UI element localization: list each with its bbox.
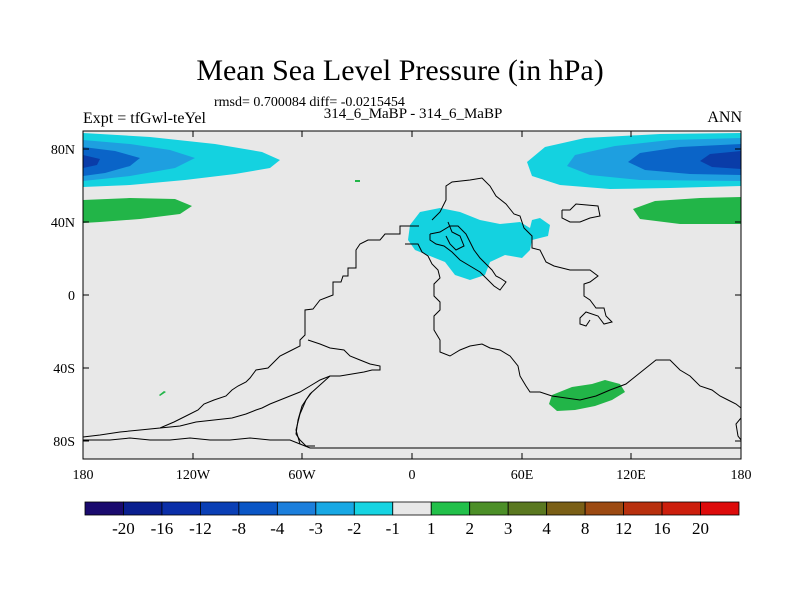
lon-tick-180e: 180 (731, 468, 752, 483)
colorbar-label: -3 (309, 519, 323, 538)
experiment-label: Expt = tfGwl-teYel (83, 110, 206, 127)
lat-tick-80s: 80S (53, 435, 75, 450)
colorbar-swatch (507, 501, 548, 516)
colorbar-label: -8 (232, 519, 246, 538)
colorbar-label: -16 (151, 519, 174, 538)
contour-darkblue-ne (700, 151, 741, 169)
lon-tick-120e: 120E (616, 468, 646, 483)
coastline-europe (429, 225, 507, 291)
lat-tick-40n: 40N (51, 216, 75, 231)
colorbar-label: 4 (542, 519, 551, 538)
contour-fills (83, 133, 741, 411)
lon-tick-180w: 180 (73, 468, 94, 483)
colorbar-label: -20 (112, 519, 135, 538)
colorbar-swatch (315, 501, 355, 516)
coastline-scandinavia (561, 203, 601, 223)
coastline-europe-2 (445, 221, 465, 251)
colorbar-swatch (200, 501, 240, 516)
colorbar-label: 8 (581, 519, 590, 538)
colorbar-label: 12 (615, 519, 632, 538)
coastline-antarctic-peninsula (295, 391, 313, 445)
comparison-subtitle: 314_6_MaBP - 314_6_MaBP (323, 106, 503, 122)
colorbar-swatch (161, 501, 201, 516)
lon-tick-60e: 60E (511, 468, 534, 483)
map-title: Mean Sea Level Pressure (in hPa) (196, 54, 604, 87)
colorbar-swatch (661, 501, 701, 516)
contour-midblue-ne (628, 144, 741, 175)
coastline-east (735, 417, 741, 441)
lon-tick-120w: 120W (176, 468, 211, 483)
stats-subtitle: rmsd= 0.700084 diff= -0.0215454 (214, 95, 405, 110)
lon-tick-0: 0 (409, 468, 416, 483)
contour-green-south (549, 380, 625, 411)
coastlines (83, 177, 741, 449)
colorbar-swatch (546, 501, 586, 516)
colorbar-swatch (276, 501, 317, 516)
colorbar-label: 3 (504, 519, 513, 538)
contour-cyan-asia (408, 208, 550, 280)
coastline-eurasia (405, 243, 741, 409)
colorbar-swatch (353, 501, 394, 516)
colorbar-label: -12 (189, 519, 212, 538)
colorbar-swatch (700, 501, 740, 516)
contour-darkblue-nw (83, 155, 100, 168)
colorbar: -20 -16 -12 -8 -4 -3 -2 -1 1 2 3 4 8 12 16 20 (84, 501, 740, 538)
contour-green-nw (83, 198, 192, 223)
colorbar-label: 1 (427, 519, 436, 538)
coastline-asia-north (431, 177, 613, 327)
coastline-americas (83, 225, 419, 438)
colorbar-label: 2 (465, 519, 474, 538)
colorbar-swatch (469, 501, 509, 516)
colorbar-label: -2 (347, 519, 361, 538)
lat-tick-80n: 80N (51, 143, 75, 158)
colorbar-swatch (430, 501, 471, 516)
contour-green-dot (355, 180, 360, 182)
colorbar-swatch (623, 501, 663, 516)
colorbar-label: 16 (654, 519, 671, 538)
lat-tick-40s: 40S (53, 362, 75, 377)
colorbar-label: -1 (386, 519, 400, 538)
coastline-americas-east (159, 339, 381, 429)
colorbar-swatch (238, 501, 278, 516)
colorbar-swatch (584, 501, 624, 516)
contour-midblue-nw (83, 147, 140, 176)
colorbar-label: 20 (692, 519, 709, 538)
coastline-antarctica (83, 437, 741, 449)
colorbar-label: -4 (270, 519, 285, 538)
colorbar-swatch (123, 501, 163, 516)
colorbar-swatch (84, 501, 124, 516)
axis-ticks (82, 131, 742, 459)
lat-tick-0: 0 (68, 289, 75, 304)
contour-green-dot2 (159, 391, 166, 396)
season-label: ANN (707, 109, 742, 126)
colorbar-swatch (392, 501, 432, 516)
lon-tick-60w: 60W (288, 468, 316, 483)
contour-green-ne (633, 197, 741, 224)
